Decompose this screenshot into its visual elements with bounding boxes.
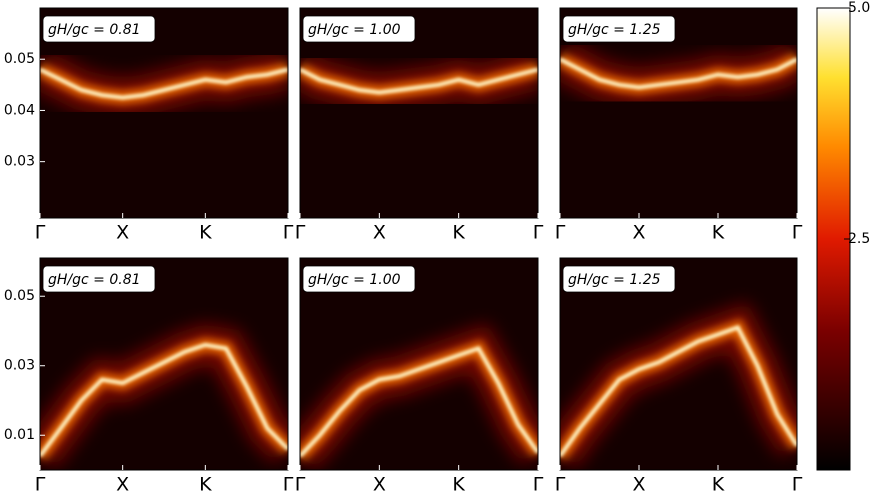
annotation-box bbox=[562, 265, 676, 293]
band bbox=[560, 325, 797, 458]
x-tick-label: K bbox=[199, 222, 212, 244]
band bbox=[40, 67, 288, 100]
y-tick-label: 0.01 bbox=[4, 427, 35, 443]
x-tick-label: Γ bbox=[555, 474, 566, 491]
x-tick-label: K bbox=[712, 222, 725, 244]
x-tick-label: X bbox=[632, 474, 645, 491]
x-tick-label: K bbox=[712, 474, 725, 491]
annotation-box bbox=[42, 15, 156, 43]
colorbar-tick-label: 2.5 bbox=[848, 231, 870, 247]
plot-background bbox=[40, 8, 288, 218]
x-tick-label: Γ bbox=[792, 222, 803, 244]
x-tick-label: Γ bbox=[35, 474, 46, 491]
plot-area bbox=[40, 324, 288, 469]
band bbox=[40, 342, 288, 458]
x-tick-label: X bbox=[632, 222, 645, 244]
annotation: gH/gc = 1.00 bbox=[308, 272, 401, 288]
plot-frame bbox=[299, 7, 539, 219]
plot-frame bbox=[39, 257, 289, 471]
plot-area bbox=[300, 50, 538, 113]
x-tick-label: X bbox=[116, 222, 129, 244]
plot-area bbox=[560, 302, 797, 468]
plot-background bbox=[300, 8, 538, 218]
x-tick-label: Γ bbox=[295, 222, 306, 244]
x-tick-label: Γ bbox=[533, 222, 544, 244]
plot-frame bbox=[559, 257, 798, 471]
y-tick-label: 0.03 bbox=[4, 358, 35, 374]
annotation: gH/gc = 0.81 bbox=[48, 272, 141, 288]
x-tick-label: Γ bbox=[35, 222, 46, 244]
y-tick-label: 0.05 bbox=[4, 288, 35, 304]
plot-area bbox=[300, 324, 538, 470]
x-tick-label: K bbox=[199, 474, 212, 491]
x-tick-label: K bbox=[452, 222, 465, 244]
plot-background bbox=[560, 8, 797, 218]
annotation-box bbox=[562, 15, 676, 43]
y-tick-label: 0.04 bbox=[4, 102, 35, 118]
annotation: gH/gc = 1.25 bbox=[568, 272, 661, 288]
x-tick-label: X bbox=[116, 474, 129, 491]
band bbox=[560, 57, 797, 90]
x-tick-label: Γ bbox=[283, 474, 294, 491]
x-tick-label: Γ bbox=[283, 222, 294, 244]
y-tick-label: 0.05 bbox=[4, 51, 35, 67]
x-tick-label: X bbox=[373, 222, 386, 244]
plot-frame bbox=[39, 7, 289, 219]
band bbox=[300, 345, 538, 458]
x-tick-label: Γ bbox=[555, 222, 566, 244]
plot-frame bbox=[559, 7, 798, 219]
plot-area bbox=[560, 41, 797, 108]
x-tick-label: Γ bbox=[533, 474, 544, 491]
annotation: gH/gc = 1.25 bbox=[568, 22, 661, 38]
annotation: gH/gc = 0.81 bbox=[48, 22, 141, 38]
x-tick-label: K bbox=[452, 474, 465, 491]
annotation: gH/gc = 1.00 bbox=[308, 22, 401, 38]
annotation-box bbox=[42, 265, 156, 293]
plot-area bbox=[40, 50, 288, 118]
y-tick-label: 0.03 bbox=[4, 154, 35, 170]
x-tick-label: Γ bbox=[792, 474, 803, 491]
annotation-box bbox=[302, 265, 416, 293]
plot-frame bbox=[299, 257, 539, 471]
band bbox=[300, 67, 538, 95]
annotation-box bbox=[302, 15, 416, 43]
x-tick-label: X bbox=[373, 474, 386, 491]
x-tick-label: Γ bbox=[295, 474, 306, 491]
colorbar-tick-label: 5.0 bbox=[848, 0, 870, 16]
